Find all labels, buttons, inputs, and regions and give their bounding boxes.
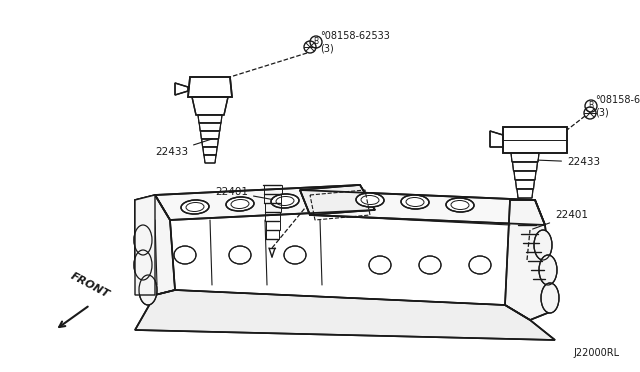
Polygon shape [175, 83, 188, 95]
Polygon shape [199, 123, 221, 131]
Ellipse shape [134, 250, 152, 280]
Text: FRONT: FRONT [69, 271, 111, 300]
Ellipse shape [271, 194, 299, 208]
Ellipse shape [174, 246, 196, 264]
Text: 22401: 22401 [215, 187, 272, 199]
Ellipse shape [226, 197, 254, 211]
Ellipse shape [181, 200, 209, 214]
Text: J22000RL: J22000RL [574, 348, 620, 358]
Text: 22433: 22433 [155, 139, 212, 157]
Polygon shape [517, 189, 533, 198]
Polygon shape [514, 171, 536, 180]
Polygon shape [300, 185, 375, 215]
Polygon shape [203, 147, 217, 155]
Polygon shape [135, 195, 155, 295]
Polygon shape [200, 131, 220, 139]
Ellipse shape [134, 225, 152, 255]
Polygon shape [135, 290, 555, 340]
Ellipse shape [419, 256, 441, 274]
Ellipse shape [356, 193, 384, 207]
Ellipse shape [229, 246, 251, 264]
Polygon shape [155, 185, 375, 220]
Ellipse shape [446, 198, 474, 212]
Polygon shape [511, 153, 539, 162]
Polygon shape [202, 139, 218, 147]
Ellipse shape [139, 275, 157, 305]
Polygon shape [300, 190, 545, 225]
Polygon shape [188, 77, 232, 97]
Text: °08158-62533
(3): °08158-62533 (3) [320, 31, 390, 53]
Polygon shape [204, 155, 216, 163]
Ellipse shape [401, 195, 429, 209]
Polygon shape [503, 127, 567, 153]
Polygon shape [490, 131, 503, 147]
Ellipse shape [539, 255, 557, 285]
Polygon shape [198, 115, 222, 123]
Ellipse shape [469, 256, 491, 274]
Ellipse shape [284, 246, 306, 264]
Polygon shape [135, 195, 175, 295]
Text: B: B [314, 38, 319, 46]
Text: 22401: 22401 [532, 210, 588, 229]
Text: °08158-62533
(3): °08158-62533 (3) [595, 95, 640, 117]
Ellipse shape [369, 256, 391, 274]
Ellipse shape [541, 283, 559, 313]
Polygon shape [515, 180, 534, 189]
Polygon shape [513, 162, 538, 171]
Text: B: B [588, 102, 593, 110]
Polygon shape [192, 97, 228, 115]
Ellipse shape [534, 230, 552, 260]
Polygon shape [505, 200, 555, 320]
Text: 22433: 22433 [538, 157, 600, 167]
